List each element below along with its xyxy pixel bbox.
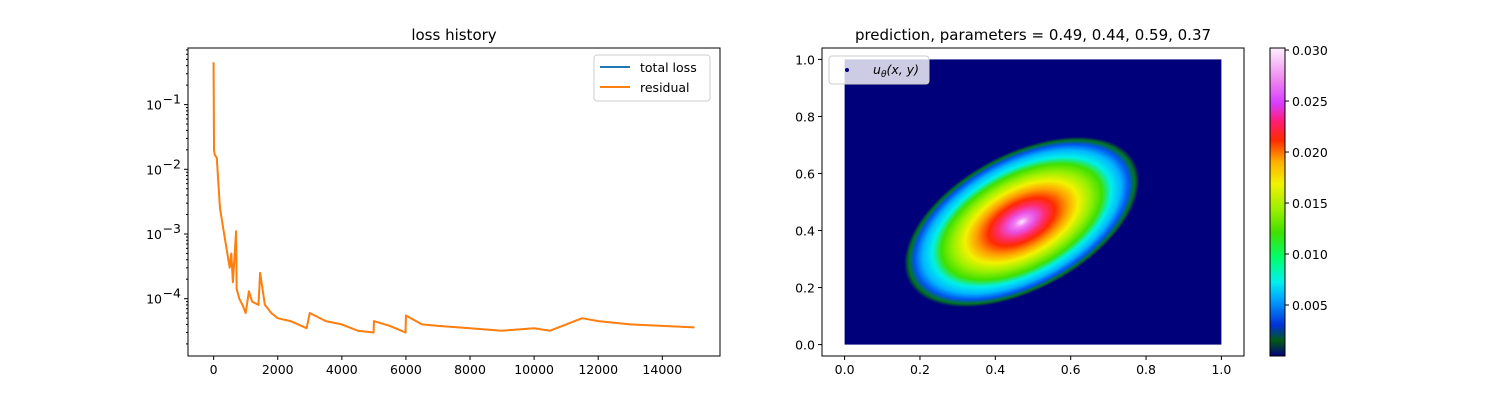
y-tick-label: 10 (146, 227, 162, 242)
x-tick-label: 0.2 (910, 362, 930, 377)
y-tick-exponent: −3 (163, 221, 181, 236)
left-axes-frame (187, 47, 721, 357)
x-tick-label: 0.4 (985, 362, 1005, 377)
y-tick-label: 10 (146, 162, 162, 177)
x-tick-label: 0.0 (835, 362, 855, 377)
heatmap-field (904, 136, 1140, 308)
x-tick-label: 4000 (326, 362, 358, 377)
x-tick-label: 0 (210, 362, 218, 377)
y-tick-label: 0.4 (795, 224, 815, 239)
right-axes-frame (821, 47, 1245, 357)
legend-marker-u-theta (845, 68, 849, 72)
right-legend: uθ(x, y) (828, 55, 930, 85)
x-tick-label: 0.8 (1136, 362, 1156, 377)
right-y-axis-ticks: 0.0 0.2 0.4 0.6 0.8 1.0 (795, 52, 822, 353)
x-tick-label: 12000 (578, 362, 618, 377)
right-x-axis-ticks: 0.0 0.2 0.4 0.6 0.8 1.0 (835, 356, 1231, 377)
y-tick-label: 1.0 (795, 52, 815, 67)
y-tick-label: 0.0 (795, 338, 815, 353)
legend-label-total-loss: total loss (640, 60, 697, 75)
y-tick-exponent: −1 (163, 92, 181, 107)
series-line-residual (212, 62, 695, 334)
left-lines-layer (212, 62, 695, 334)
left-y-axis-ticks: 10−410−310−210−1 (146, 49, 188, 345)
right-chart-title: prediction, parameters = 0.49, 0.44, 0.5… (855, 26, 1211, 44)
y-tick-label: 0.2 (795, 281, 815, 296)
x-tick-label: 1.0 (1211, 362, 1231, 377)
colorbar-tick-label: 0.005 (1292, 298, 1328, 313)
x-tick-label: 14000 (642, 362, 682, 377)
prediction-plot: prediction, parameters = 0.49, 0.44, 0.5… (795, 26, 1245, 377)
colorbar-tick-label: 0.020 (1292, 145, 1328, 160)
colorbar-tick-label: 0.030 (1292, 43, 1328, 58)
y-tick-exponent: −2 (163, 156, 181, 171)
x-tick-label: 8000 (454, 362, 486, 377)
left-x-axis-ticks: 0 2000 4000 6000 8000 10000 12000 14000 (210, 356, 682, 377)
colorbar-tick-label: 0.025 (1292, 94, 1328, 109)
x-tick-label: 2000 (262, 362, 294, 377)
left-chart-title: loss history (411, 26, 496, 44)
y-tick-label: 0.8 (795, 109, 815, 124)
right-legend-box (828, 55, 930, 85)
legend-label-residual: residual (640, 80, 690, 95)
colorbar-gradient (1269, 47, 1286, 357)
colorbar-tick-label: 0.015 (1292, 196, 1328, 211)
y-tick-label: 10 (146, 292, 162, 307)
colorbar-tick-label: 0.010 (1292, 247, 1328, 262)
colorbar-ticks: 0.005 0.010 0.015 0.020 0.025 0.030 (1285, 43, 1328, 313)
y-tick-label: 0.6 (795, 166, 815, 181)
x-tick-label: 6000 (390, 362, 422, 377)
legend-label-u-theta: uθ(x, y) (873, 62, 919, 80)
left-legend: total loss residual (593, 54, 711, 102)
x-tick-label: 0.6 (1061, 362, 1081, 377)
colorbar: 0.005 0.010 0.015 0.020 0.025 0.030 (1269, 43, 1328, 357)
y-tick-label: 10 (146, 98, 162, 113)
loss-history-plot: loss history 0 2000 4000 6000 8000 10000 12000… (146, 26, 721, 377)
y-tick-exponent: −4 (163, 286, 181, 301)
x-tick-label: 10000 (514, 362, 554, 377)
